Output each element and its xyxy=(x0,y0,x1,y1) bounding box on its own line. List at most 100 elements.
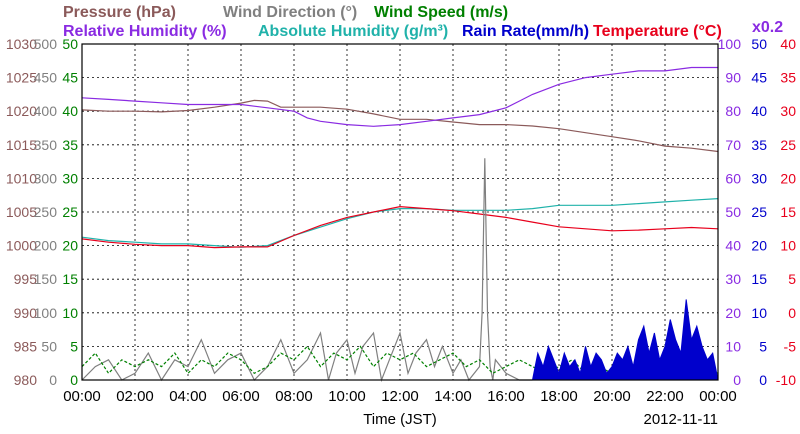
x-tick-label: 04:00 xyxy=(169,388,207,405)
series-rain-rate-mm-h xyxy=(531,299,719,381)
tick-label-rain: 20 xyxy=(751,238,767,254)
tick-label-wind-direction: 100 xyxy=(34,305,58,321)
tick-label-humidity: 100 xyxy=(718,36,742,52)
tick-label-temperature: 20 xyxy=(780,170,796,186)
x-tick-label: 08:00 xyxy=(275,388,313,405)
tick-label-wind-direction: 450 xyxy=(34,70,58,86)
legend-wind-speed: Wind Speed (m/s) xyxy=(374,4,508,21)
x-axis-tick-labels: 00:00 02:00 04:00 06:00 08:00 10:00 12:00 14:00… xyxy=(63,388,737,405)
tick-label-wind-speed: 20 xyxy=(62,238,78,254)
tick-label-wind-direction: 500 xyxy=(34,36,58,52)
right-axes-tick-labels: 0102030405060708090100051015202530354045… xyxy=(718,36,797,388)
legend-relative-humidity: Relative Humidity (%) xyxy=(63,23,227,40)
series-pressure-hpa xyxy=(81,99,719,153)
tick-label-pressure: 980 xyxy=(14,372,38,388)
tick-label-wind-direction: 50 xyxy=(41,338,57,354)
tick-label-rain: 0 xyxy=(759,372,767,388)
legend-pressure: Pressure (hPa) xyxy=(63,4,176,21)
tick-label-wind-speed: 15 xyxy=(62,271,78,287)
tick-label-humidity: 70 xyxy=(725,137,741,153)
tick-label-pressure: 1030 xyxy=(6,36,37,52)
tick-label-pressure: 985 xyxy=(14,338,38,354)
x-tick-label: 02:00 xyxy=(116,388,154,405)
x-axis-label: Time (JST) xyxy=(363,411,437,428)
tick-label-wind-speed: 50 xyxy=(62,36,78,52)
tick-label-temperature: 25 xyxy=(780,137,796,153)
tick-label-wind-speed: 35 xyxy=(62,137,78,153)
tick-label-pressure: 1000 xyxy=(6,238,37,254)
tick-label-temperature: 30 xyxy=(780,103,796,119)
tick-label-rain: 40 xyxy=(751,103,767,119)
tick-label-temperature: -10 xyxy=(776,372,796,388)
tick-label-humidity: 40 xyxy=(725,238,741,254)
tick-label-rain: 30 xyxy=(751,170,767,186)
tick-label-wind-direction: 250 xyxy=(34,204,58,220)
tick-label-wind-direction: 400 xyxy=(34,103,58,119)
tick-label-rain: 25 xyxy=(751,204,767,220)
x-tick-label: 00:00 xyxy=(699,388,737,405)
rain-scale-note: x0.2 xyxy=(752,19,783,36)
tick-label-rain: 45 xyxy=(751,70,767,86)
x-tick-label: 20:00 xyxy=(593,388,631,405)
tick-label-humidity: 30 xyxy=(725,271,741,287)
legend-rain-rate: Rain Rate(mm/h) xyxy=(462,23,589,40)
tick-label-wind-direction: 150 xyxy=(34,271,58,287)
tick-label-humidity: 60 xyxy=(725,170,741,186)
tick-label-temperature: 15 xyxy=(780,204,796,220)
tick-label-humidity: 90 xyxy=(725,70,741,86)
tick-label-rain: 50 xyxy=(751,36,767,52)
tick-label-pressure: 1005 xyxy=(6,204,37,220)
tick-label-temperature: 40 xyxy=(780,36,796,52)
tick-label-pressure: 1010 xyxy=(6,170,37,186)
x-tick-label: 12:00 xyxy=(381,388,419,405)
x-tick-label: 22:00 xyxy=(646,388,684,405)
legend-absolute-humidity: Absolute Humidity (g/m³) xyxy=(258,23,448,40)
tick-label-wind-speed: 10 xyxy=(62,305,78,321)
tick-label-wind-speed: 5 xyxy=(70,338,78,354)
tick-label-humidity: 0 xyxy=(733,372,741,388)
tick-label-wind-speed: 40 xyxy=(62,103,78,119)
tick-label-rain: 10 xyxy=(751,305,767,321)
tick-label-pressure: 995 xyxy=(14,271,38,287)
plot-series xyxy=(81,66,719,383)
tick-label-wind-direction: 200 xyxy=(34,238,58,254)
tick-label-pressure: 1025 xyxy=(6,70,37,86)
x-tick-label: 18:00 xyxy=(540,388,578,405)
left-axes-tick-labels: 9809859909951000100510101015102010251030… xyxy=(6,36,78,388)
tick-label-wind-speed: 25 xyxy=(62,204,78,220)
x-tick-label: 14:00 xyxy=(434,388,472,405)
x-tick-label: 00:00 xyxy=(63,388,101,405)
tick-label-temperature: 5 xyxy=(788,271,796,287)
legend-wind-direction: Wind Direction (°) xyxy=(223,4,357,21)
tick-label-wind-direction: 0 xyxy=(49,372,57,388)
legend-temperature: Temperature (°C) xyxy=(593,23,722,40)
tick-label-rain: 15 xyxy=(751,271,767,287)
tick-label-temperature: 0 xyxy=(788,305,796,321)
plot-frame xyxy=(81,43,719,381)
tick-label-wind-direction: 300 xyxy=(34,170,58,186)
tick-label-pressure: 990 xyxy=(14,305,38,321)
tick-label-wind-speed: 45 xyxy=(62,70,78,86)
series-relative-humidity xyxy=(81,66,718,127)
tick-label-humidity: 10 xyxy=(725,338,741,354)
tick-label-temperature: -5 xyxy=(784,338,797,354)
legend-row-1: Pressure (hPa) Wind Direction (°) Wind S… xyxy=(63,4,508,21)
series-temperature-c xyxy=(81,205,719,249)
legend-row-2: Relative Humidity (%) Absolute Humidity … xyxy=(63,19,783,40)
tick-label-temperature: 35 xyxy=(780,70,796,86)
tick-label-wind-direction: 350 xyxy=(34,137,58,153)
tick-label-humidity: 50 xyxy=(725,204,741,220)
tick-label-pressure: 1015 xyxy=(6,137,37,153)
tick-label-wind-speed: 30 xyxy=(62,170,78,186)
tick-label-temperature: 10 xyxy=(780,238,796,254)
x-tick-label: 06:00 xyxy=(222,388,260,405)
tick-label-rain: 35 xyxy=(751,137,767,153)
tick-label-rain: 5 xyxy=(759,338,767,354)
plot-grid xyxy=(82,44,718,380)
x-tick-label: 16:00 xyxy=(487,388,525,405)
tick-label-humidity: 80 xyxy=(725,103,741,119)
tick-label-wind-speed: 0 xyxy=(70,372,78,388)
tick-label-humidity: 20 xyxy=(725,305,741,321)
tick-label-pressure: 1020 xyxy=(6,103,37,119)
